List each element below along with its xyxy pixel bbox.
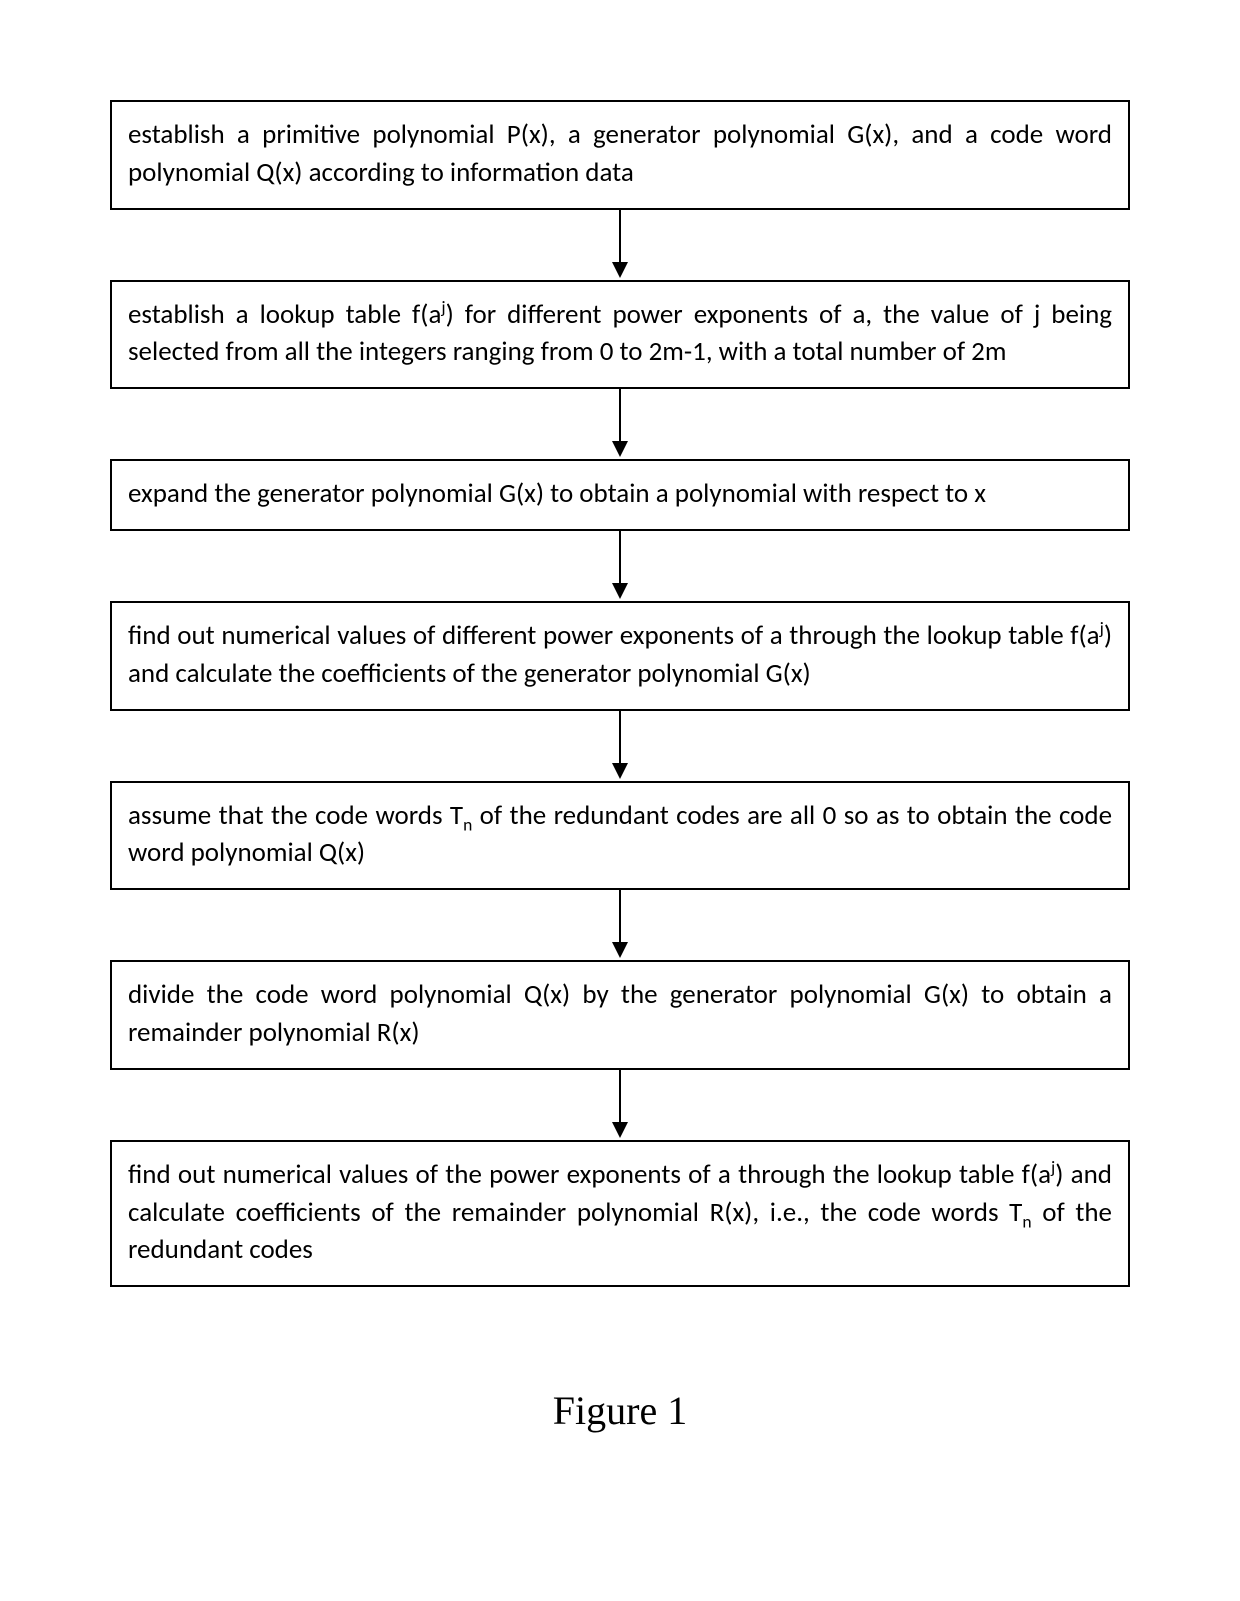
flow-arrow <box>610 389 630 459</box>
flowchart-step-1: establish a primitive polynomial P(x), a… <box>110 100 1130 210</box>
flowchart: establish a primitive polynomial P(x), a… <box>110 100 1130 1287</box>
flow-arrow <box>610 531 630 601</box>
flowchart-step-3: expand the generator polynomial G(x) to … <box>110 459 1130 531</box>
flowchart-step-6: divide the code word polynomial Q(x) by … <box>110 960 1130 1070</box>
flow-arrow <box>610 711 630 781</box>
flowchart-step-4: find out numerical values of different p… <box>110 601 1130 711</box>
flowchart-step-5: assume that the code words Tn of the red… <box>110 781 1130 891</box>
flow-arrow <box>610 210 630 280</box>
flowchart-step-2: establish a lookup table f(aj) for diffe… <box>110 280 1130 390</box>
flow-arrow <box>610 1070 630 1140</box>
flow-arrow <box>610 890 630 960</box>
flowchart-step-7: find out numerical values of the power e… <box>110 1140 1130 1287</box>
figure-caption: Figure 1 <box>110 1387 1130 1434</box>
